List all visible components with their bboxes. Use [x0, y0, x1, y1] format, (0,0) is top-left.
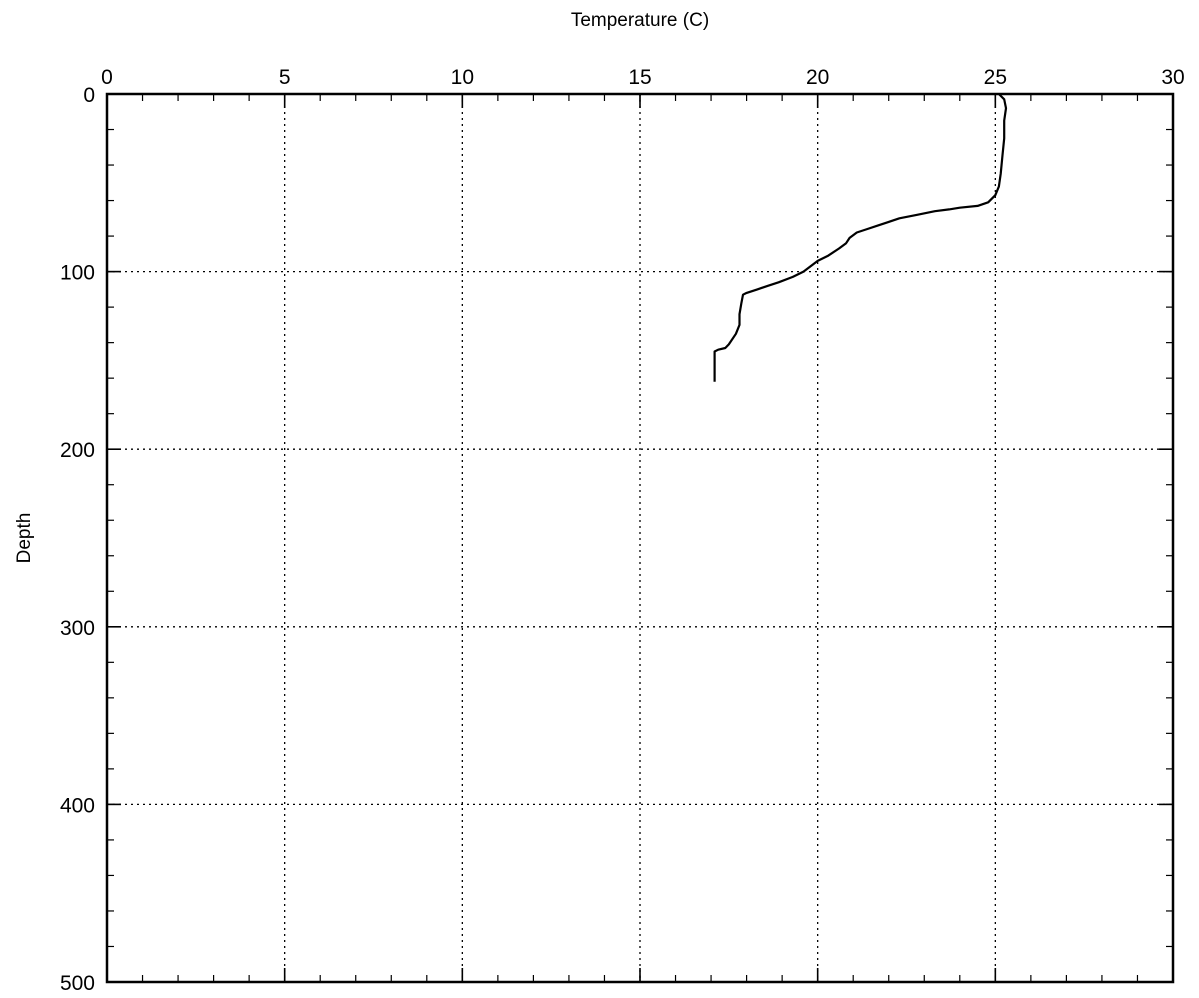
temperature-profile-line [713, 93, 1008, 382]
y-tick-label: 300 [60, 617, 95, 640]
y-tick-label: 400 [60, 794, 95, 817]
y-tick-label: 500 [60, 972, 95, 995]
y-axis-title: Depth [14, 513, 35, 564]
y-tick-label: 100 [60, 262, 95, 285]
plot-area-frame [105, 92, 1175, 984]
x-tick-label: 5 [279, 66, 291, 89]
series-layer [713, 93, 1008, 382]
x-tick-label: 25 [984, 66, 1007, 89]
grid-layer [107, 94, 1173, 982]
x-tick-label: 30 [1161, 66, 1184, 89]
x-tick-label: 0 [101, 66, 113, 89]
y-tick-label: 200 [60, 439, 95, 462]
x-tick-label: 10 [451, 66, 474, 89]
x-axis-title: Temperature (C) [571, 10, 709, 31]
x-tick-label: 20 [806, 66, 829, 89]
y-tick-label: 0 [83, 84, 95, 107]
x-tick-label: 15 [628, 66, 651, 89]
